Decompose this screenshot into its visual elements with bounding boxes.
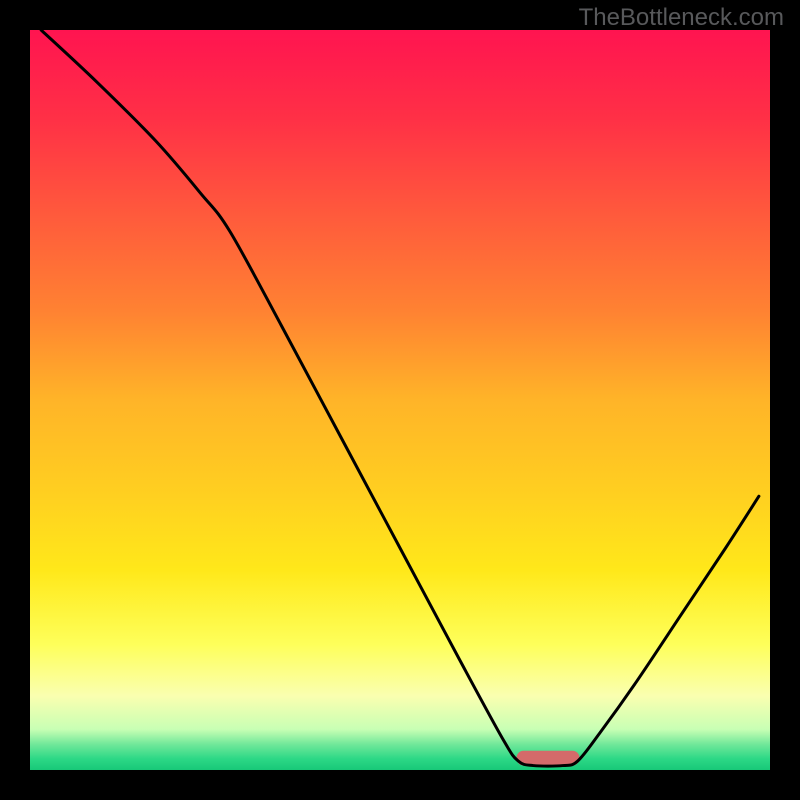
bottleneck-chart bbox=[0, 0, 800, 800]
watermark-text: TheBottleneck.com bbox=[579, 4, 784, 32]
chart-background bbox=[30, 30, 770, 770]
